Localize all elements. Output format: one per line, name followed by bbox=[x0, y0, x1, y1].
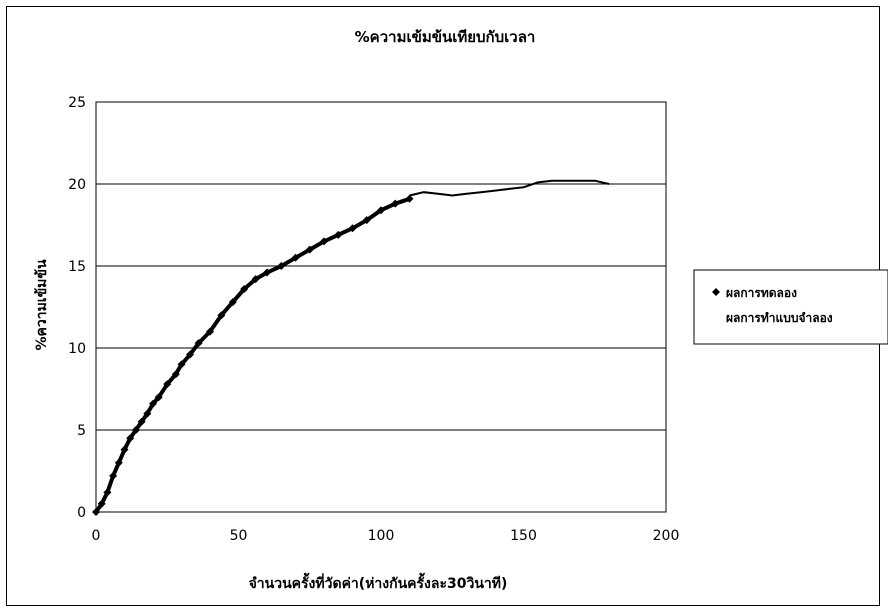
x-tick-label: 200 bbox=[653, 528, 680, 544]
x-tick-label: 0 bbox=[92, 528, 101, 544]
x-tick-labels: 0 50 100 150 200 bbox=[92, 528, 680, 544]
data-point-experiment bbox=[251, 275, 260, 284]
y-tick-label: 10 bbox=[68, 341, 86, 357]
plot-area bbox=[95, 101, 667, 513]
x-tick-label: 50 bbox=[230, 528, 248, 544]
y-tick-label: 15 bbox=[68, 259, 86, 275]
series-experiment-band bbox=[94, 196, 411, 514]
data-point-experiment bbox=[177, 360, 186, 369]
data-point-experiment bbox=[126, 434, 135, 443]
chart-title: %ความเข้มข้นเทียบกับเวลา bbox=[355, 28, 536, 46]
y-tick-labels: 0 5 10 15 20 25 bbox=[68, 95, 86, 521]
data-point-experiment bbox=[131, 426, 140, 434]
data-point-experiment bbox=[348, 224, 357, 233]
data-point-experiment bbox=[206, 327, 214, 336]
grid-lines bbox=[96, 183, 666, 431]
data-point-experiment bbox=[240, 284, 249, 293]
legend-item-model: ผลการทำแบบจำลอง bbox=[726, 311, 833, 325]
y-tick-label: 0 bbox=[77, 505, 86, 521]
data-point-experiment bbox=[143, 409, 152, 418]
y-axis-label: %ความเข้มข้น bbox=[34, 259, 50, 350]
x-tick-label: 100 bbox=[368, 528, 395, 544]
data-point-experiment bbox=[291, 253, 300, 262]
legend-item-experiment: ผลการทดลอง bbox=[726, 286, 797, 300]
x-tick-label: 150 bbox=[510, 528, 537, 544]
data-point-experiment bbox=[405, 194, 414, 203]
data-point-experiment bbox=[377, 206, 385, 215]
y-tick-label: 5 bbox=[77, 423, 86, 439]
data-point-experiment bbox=[263, 268, 271, 277]
data-point-experiment bbox=[97, 499, 106, 508]
data-point-experiment bbox=[171, 370, 180, 379]
data-point-experiment bbox=[334, 230, 343, 239]
data-point-experiment bbox=[154, 393, 163, 402]
data-point-experiment bbox=[103, 488, 112, 497]
data-point-experiment bbox=[391, 199, 400, 208]
data-point-experiment bbox=[149, 399, 157, 408]
data-point-experiment bbox=[194, 339, 203, 348]
data-point-experiment bbox=[362, 216, 371, 225]
data-point-experiment bbox=[320, 237, 328, 246]
data-point-experiment bbox=[305, 245, 314, 254]
data-point-experiment bbox=[137, 417, 146, 426]
legend-marker-experiment bbox=[712, 288, 720, 296]
y-tick-label: 20 bbox=[68, 177, 86, 193]
series-model-line bbox=[409, 179, 610, 197]
x-axis-label: จำนวนครั้งที่วัดค่า(ห่างกันครั้งละ30วินา… bbox=[249, 572, 508, 592]
y-tick-label: 25 bbox=[68, 95, 86, 111]
data-point-experiment bbox=[186, 350, 195, 359]
data-point-experiment bbox=[92, 508, 100, 516]
data-point-experiment bbox=[163, 380, 172, 389]
legend: ผลการทดลอง ผลการทำแบบจำลอง bbox=[693, 269, 888, 345]
data-point-experiment bbox=[217, 311, 226, 320]
series-layer bbox=[92, 179, 610, 516]
data-point-experiment bbox=[114, 458, 123, 467]
data-point-experiment bbox=[277, 262, 286, 270]
data-point-experiment bbox=[228, 298, 237, 307]
data-point-experiment bbox=[120, 445, 129, 454]
data-point-experiment bbox=[109, 471, 118, 480]
legend-box bbox=[693, 269, 888, 345]
